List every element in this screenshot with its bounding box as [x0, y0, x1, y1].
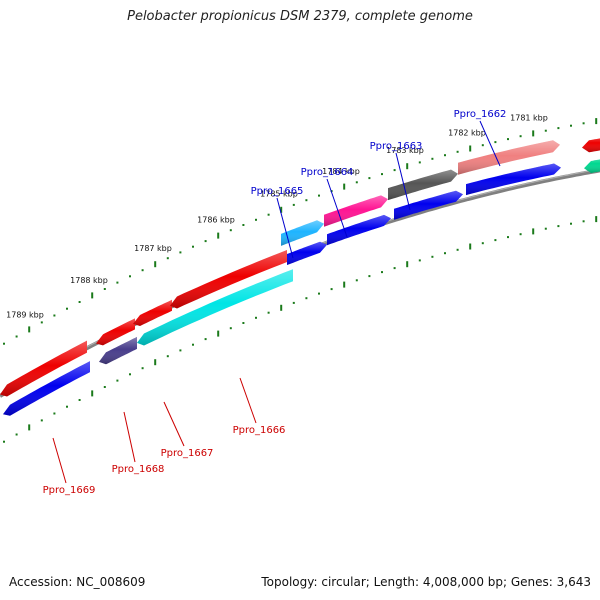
gene-arrow-shading — [170, 250, 287, 309]
gene-leader-line — [479, 120, 501, 167]
gene-label-ppro-1663[interactable]: Ppro_1663 — [370, 141, 423, 152]
gene-arrow-shading — [324, 195, 388, 227]
kbp-label: 1783 kbp — [386, 146, 424, 155]
gene-arrow-shading — [137, 269, 293, 346]
kbp-label: 1782 kbp — [448, 128, 486, 137]
gene-label-ppro-1668[interactable]: Ppro_1668 — [112, 464, 165, 475]
gene-arrow-unlabeled-shading — [96, 318, 135, 346]
reading-frame-bar-shading — [394, 190, 463, 220]
gene-leader-line — [163, 401, 185, 447]
kbp-label: 1785 kbp — [260, 190, 298, 199]
gene-arrow-shading — [281, 220, 324, 246]
gene-leader-line — [123, 411, 136, 463]
reading-frame-bar-shading — [466, 163, 561, 196]
reading-frame-bar-shading — [3, 361, 90, 416]
gene-leader-line — [276, 197, 294, 259]
gene-label-ppro-1666[interactable]: Ppro_1666 — [233, 425, 286, 436]
gene-label-ppro-1664[interactable]: Ppro_1664 — [301, 167, 354, 178]
gene-arrow-partial-shading — [582, 138, 600, 153]
gene-label-ppro-1662[interactable]: Ppro_1662 — [454, 109, 507, 120]
gene-label-ppro-1669[interactable]: Ppro_1669 — [43, 485, 96, 496]
gene-label-ppro-1665[interactable]: Ppro_1665 — [251, 186, 304, 197]
gene-arrow-shading — [0, 340, 87, 397]
gene-arrow-unlabeled-shading — [133, 299, 172, 326]
gene-arrow-partial-shading — [584, 159, 600, 173]
reading-frame-bar-shading — [327, 214, 391, 246]
kbp-label: 1781 kbp — [510, 113, 548, 122]
gene-leader-line — [326, 178, 348, 238]
gene-leader-line — [52, 437, 67, 484]
kbp-label: 1784 kbp — [322, 167, 360, 176]
map-title: Pelobacter propionicus DSM 2379, complet… — [127, 9, 473, 24]
gene-leader-line — [239, 377, 257, 424]
kbp-label: 1786 kbp — [197, 216, 235, 225]
kbp-label: 1787 kbp — [134, 244, 172, 253]
gene-arrow-shading — [458, 140, 560, 175]
gene-label-ppro-1667[interactable]: Ppro_1667 — [161, 448, 214, 459]
gene-leader-line — [395, 152, 411, 211]
reading-frame-bar-shading — [287, 241, 327, 265]
gene-arrow-shading — [99, 336, 137, 365]
genome-summary-text: Topology: circular; Length: 4,008,000 bp… — [261, 575, 591, 589]
kbp-label: 1788 kbp — [70, 276, 108, 285]
kbp-label: 1789 kbp — [6, 311, 44, 320]
accession-text: Accession: NC_008609 — [9, 575, 146, 589]
